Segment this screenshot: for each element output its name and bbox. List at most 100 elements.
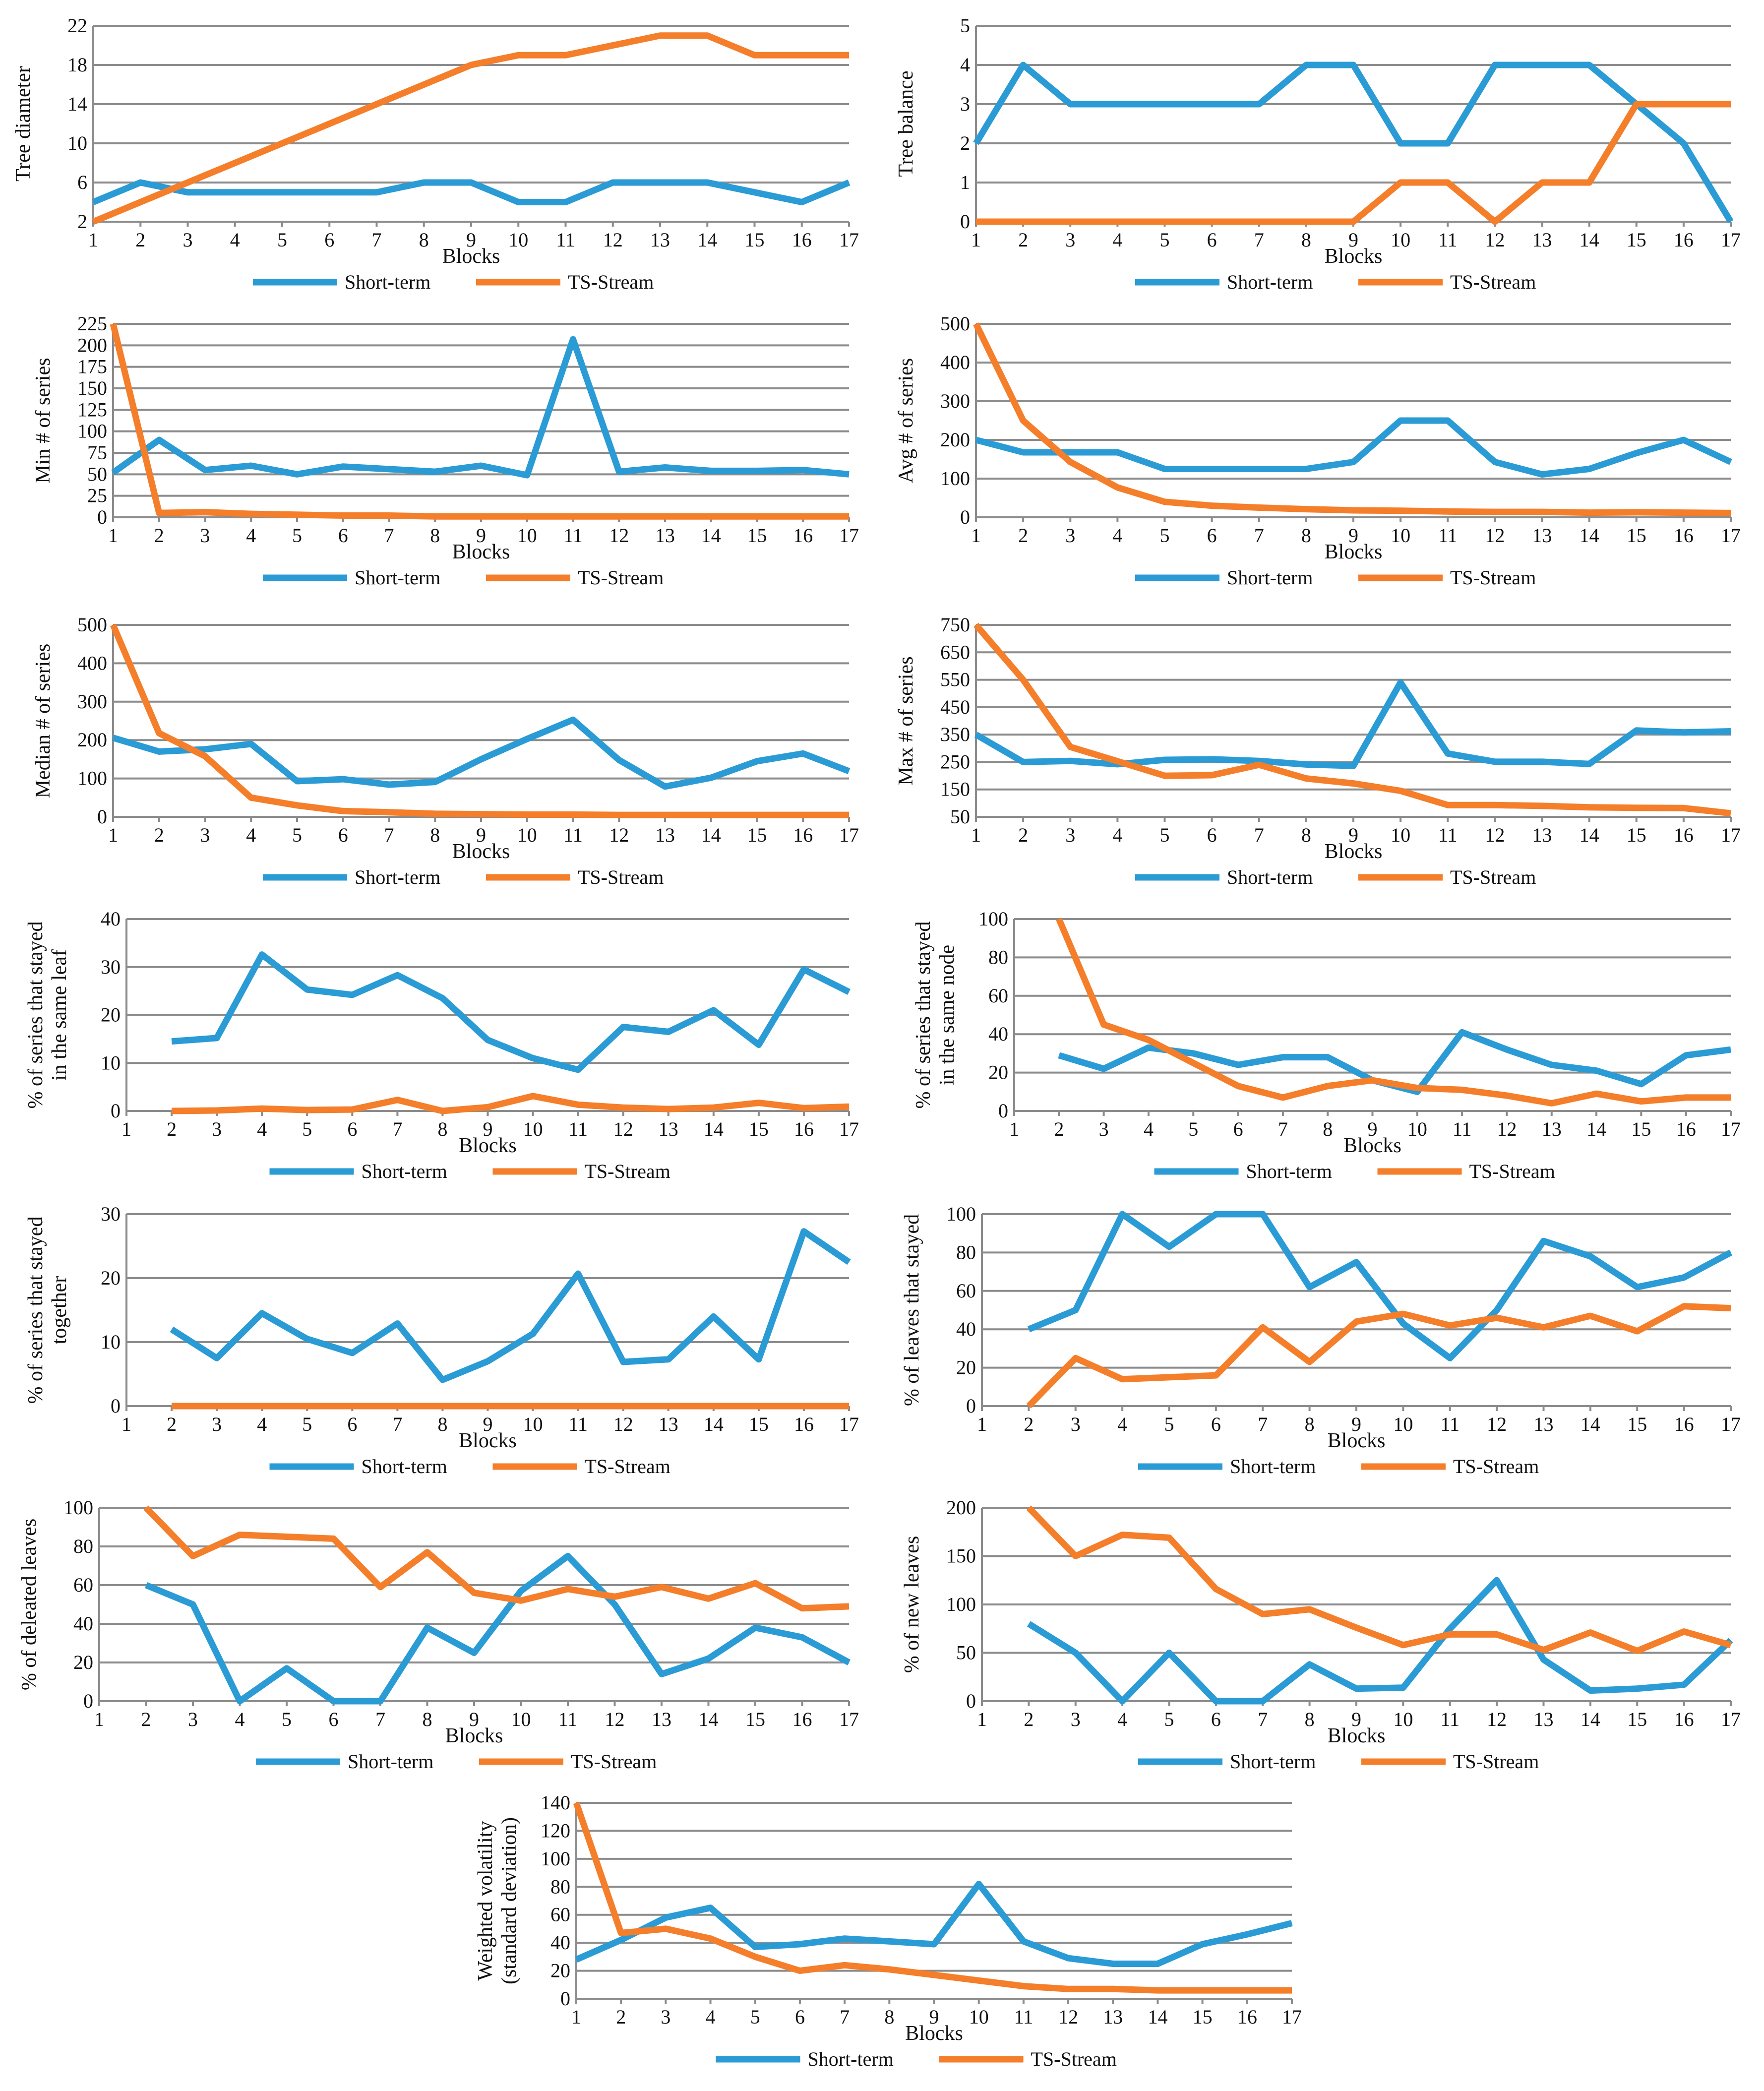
legend-item-short-term: Short-term: [256, 1750, 433, 1773]
legend-label: TS-Stream: [578, 866, 664, 888]
y-tick-label: 225: [77, 312, 107, 335]
legend-label: TS-Stream: [1453, 1455, 1539, 1477]
x-tick-label: 13: [1103, 2006, 1123, 2028]
x-tick-label: 6: [1207, 824, 1217, 846]
legend-item-ts-stream: TS-Stream: [1358, 271, 1536, 293]
series-line-ts-stream: [172, 1093, 850, 1114]
y-tick-label: 500: [940, 312, 970, 335]
x-tick-label: 5: [1164, 1413, 1174, 1435]
series-line-ts-stream: [1026, 1505, 1732, 1655]
x-tick-label: 3: [212, 1118, 222, 1140]
legend-item-ts-stream: TS-Stream: [1361, 1455, 1539, 1477]
x-tick-label: 5: [292, 824, 302, 846]
x-tick-label: 6: [347, 1413, 357, 1435]
x-tick-label: 16: [793, 824, 813, 846]
x-tick-label: 13: [652, 1708, 671, 1730]
y-tick-label: 150: [940, 778, 970, 800]
y-tick-label: 80: [550, 1875, 570, 1898]
x-tick-label: 11: [1438, 824, 1458, 846]
y-axis-title: in the same node: [936, 945, 959, 1085]
x-tick-label: 12: [605, 1708, 625, 1730]
legend-label: TS-Stream: [585, 1160, 670, 1182]
x-tick-label: 16: [794, 1118, 814, 1140]
y-tick-label: 3: [960, 93, 970, 115]
x-axis-title: Blocks: [1325, 245, 1383, 268]
x-axis-title: Blocks: [452, 840, 510, 863]
x-tick-label: 11: [563, 824, 583, 846]
y-tick-label: 200: [946, 1496, 976, 1519]
legend-item-ts-stream: TS-Stream: [479, 1750, 657, 1773]
x-tick-label: 10: [1393, 1708, 1413, 1730]
y-tick-label: 0: [998, 1100, 1008, 1122]
y-tick-label: 0: [111, 1100, 121, 1122]
x-tick-label: 10: [1391, 524, 1410, 547]
legend-label: TS-Stream: [571, 1750, 657, 1773]
y-tick-label: 100: [77, 420, 107, 442]
y-tick-label: 80: [988, 946, 1008, 968]
x-tick-label: 15: [749, 1413, 769, 1435]
legend-item-short-term: Short-term: [1138, 1750, 1316, 1773]
y-tick-label: 450: [940, 696, 970, 718]
x-tick-label: 1: [977, 1708, 987, 1730]
series-line-short-term: [1027, 1211, 1733, 1361]
x-tick-label: 14: [1580, 824, 1599, 846]
x-tick-label: 1: [94, 1708, 104, 1730]
x-tick-label: 5: [1160, 229, 1170, 251]
x-tick-label: 6: [347, 1118, 357, 1140]
x-tick-label: 13: [1534, 1708, 1554, 1730]
legend-item-short-term: Short-term: [716, 2048, 894, 2070]
x-tick-label: 3: [1065, 524, 1075, 547]
x-tick-label: 7: [1258, 1708, 1268, 1730]
y-tick-label: 80: [73, 1535, 93, 1557]
legend-item-ts-stream: TS-Stream: [1377, 1160, 1555, 1182]
legend-label: Short-term: [348, 1750, 433, 1773]
x-tick-label: 2: [1024, 1413, 1034, 1435]
x-tick-label: 17: [1721, 229, 1741, 251]
x-axis-title: Blocks: [1343, 1134, 1401, 1157]
x-tick-label: 1: [122, 1118, 131, 1140]
x-tick-label: 17: [839, 1708, 859, 1730]
x-tick-label: 13: [659, 1413, 678, 1435]
x-tick-label: 9: [1348, 824, 1358, 846]
legend-item-short-term: Short-term: [269, 1160, 447, 1182]
x-tick-label: 9: [1348, 524, 1358, 547]
x-tick-label: 9: [929, 2006, 939, 2028]
x-tick-label: 4: [230, 229, 240, 251]
x-tick-label: 4: [257, 1413, 267, 1435]
y-tick-label: 20: [101, 1267, 121, 1289]
x-tick-label: 15: [1627, 1708, 1647, 1730]
y-axis-title: Tree diameter: [12, 66, 35, 182]
x-tick-label: 6: [324, 229, 334, 251]
series-line-short-term: [975, 417, 1732, 478]
x-tick-label: 5: [282, 1708, 292, 1730]
series-line-ts-stream: [973, 622, 1731, 817]
y-tick-label: 400: [77, 652, 107, 674]
legend-label: TS-Stream: [1469, 1160, 1555, 1182]
x-tick-label: 6: [1211, 1708, 1221, 1730]
x-tick-label: 10: [511, 1708, 531, 1730]
y-tick-label: 120: [541, 1819, 570, 1842]
x-tick-label: 2: [141, 1708, 151, 1730]
y-tick-label: 60: [988, 984, 1008, 1007]
x-tick-label: 12: [609, 524, 629, 547]
x-tick-label: 9: [483, 1118, 493, 1140]
x-tick-label: 4: [246, 524, 256, 547]
x-tick-label: 2: [616, 2006, 626, 2028]
x-tick-label: 4: [246, 824, 256, 846]
x-tick-label: 5: [1164, 1708, 1174, 1730]
x-tick-label: 1: [108, 824, 118, 846]
x-tick-label: 17: [839, 1118, 859, 1140]
x-tick-label: 16: [1674, 229, 1694, 251]
x-tick-label: 4: [706, 2006, 716, 2028]
x-tick-label: 5: [277, 229, 287, 251]
x-tick-label: 4: [1112, 229, 1122, 251]
y-tick-label: 1: [960, 171, 970, 193]
x-tick-label: 5: [292, 524, 302, 547]
y-tick-label: 22: [67, 14, 87, 37]
y-tick-label: 300: [77, 690, 107, 713]
